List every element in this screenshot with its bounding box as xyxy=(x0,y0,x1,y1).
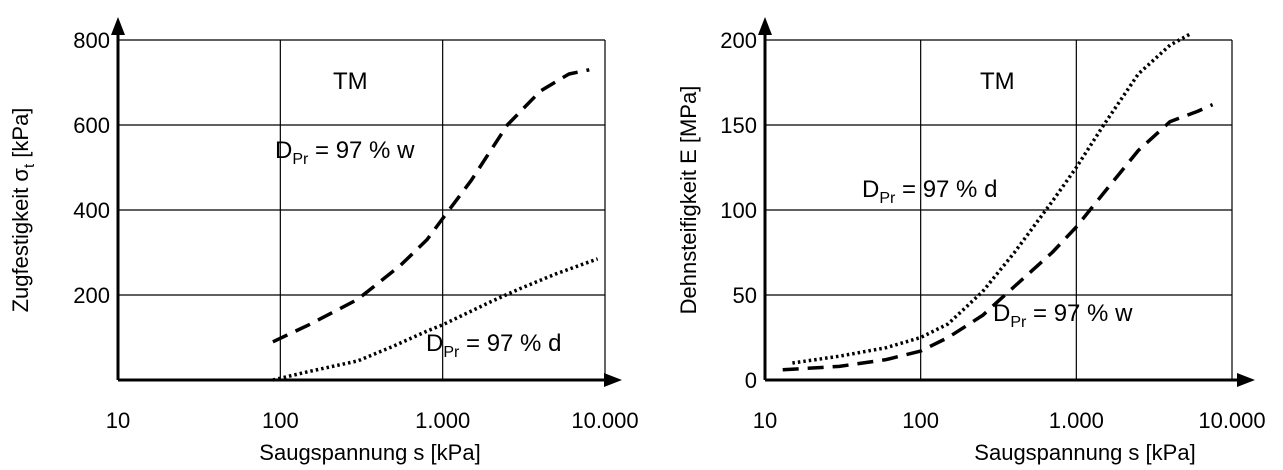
y-axis-label-main: Zugfestigkeit σ xyxy=(8,168,33,313)
annotation-wet-rest: = 97 % w xyxy=(1026,300,1133,327)
x-tick-label: 10 xyxy=(106,408,130,433)
grid xyxy=(118,39,606,380)
series-group xyxy=(272,68,599,382)
x-tick-label: 1.000 xyxy=(1049,408,1104,433)
annotation-dry-rest: = 97 % d xyxy=(459,330,561,357)
y-tick-labels: 200 400 600 800 xyxy=(73,28,110,308)
annotation-dry: DPr = 97 % d xyxy=(426,330,561,361)
series-line-dotted xyxy=(272,257,599,382)
chart-stiffness: 10 100 1.000 10.000 0 50 100 150 200 Saugspannu… xyxy=(676,17,1266,465)
y-axis-label-subscript: t xyxy=(21,163,38,168)
x-tick-label: 10.000 xyxy=(1198,408,1265,433)
y-tick-label: 0 xyxy=(745,368,757,393)
y-axis-arrow xyxy=(111,17,125,35)
annotation-wet-rest: = 97 % w xyxy=(308,137,415,164)
x-tick-label: 1.000 xyxy=(415,408,470,433)
annotation-wet-base: D xyxy=(993,300,1010,327)
x-tick-label: 100 xyxy=(262,408,299,433)
x-axis-arrow xyxy=(1237,373,1255,387)
y-tick-label: 400 xyxy=(73,198,110,223)
annotation-tm: TM xyxy=(980,68,1015,95)
annotation-dry-rest: = 97 % d xyxy=(895,176,997,203)
y-tick-labels: 0 50 100 150 200 xyxy=(720,28,757,393)
axes xyxy=(111,17,622,387)
x-tick-labels: 10 100 1.000 10.000 xyxy=(106,408,639,433)
x-tick-labels: 10 100 1.000 10.000 xyxy=(753,408,1266,433)
y-tick-label: 200 xyxy=(720,28,757,53)
x-tick-label: 10 xyxy=(753,408,777,433)
y-tick-label: 50 xyxy=(733,283,757,308)
annotation-tm: TM xyxy=(333,68,368,95)
annotation-dry: DPr = 97 % d xyxy=(862,176,997,207)
x-axis-label: Saugspannung s [kPa] xyxy=(974,440,1195,465)
chart-tensile-strength: 10 100 1.000 10.000 200 400 600 800 Saugspannu… xyxy=(8,17,639,465)
x-axis-label: Saugspannung s [kPa] xyxy=(259,440,480,465)
y-axis-arrow xyxy=(758,17,772,35)
annotation-wet: DPr = 97 % w xyxy=(275,137,415,168)
y-axis-label: Dehnsteifigkeit E [MPa] xyxy=(676,86,701,315)
y-tick-label: 200 xyxy=(73,283,110,308)
series-group xyxy=(782,31,1214,372)
annotation-wet-base: D xyxy=(275,137,292,164)
annotation-wet-subscript: Pr xyxy=(1010,314,1027,331)
annotation-wet-subscript: Pr xyxy=(292,151,309,168)
x-tick-label: 100 xyxy=(902,408,939,433)
y-axis-label-unit: [kPa] xyxy=(8,108,33,164)
series-line-dashed xyxy=(272,68,590,344)
y-tick-label: 150 xyxy=(720,113,757,138)
annotation-wet: DPr = 97 % w xyxy=(993,300,1133,331)
x-tick-label: 10.000 xyxy=(571,408,638,433)
y-tick-label: 600 xyxy=(73,113,110,138)
annotation-dry-subscript: Pr xyxy=(443,344,460,361)
annotation-dry-base: D xyxy=(426,330,443,357)
series-line-dotted xyxy=(792,31,1193,365)
y-tick-label: 100 xyxy=(720,198,757,223)
x-axis-arrow xyxy=(604,373,622,387)
annotation-dry-subscript: Pr xyxy=(879,190,896,207)
grid xyxy=(765,39,1233,380)
series-line-dashed xyxy=(782,103,1214,372)
axes xyxy=(758,17,1255,387)
annotation-dry-base: D xyxy=(862,176,879,203)
y-axis-label: Zugfestigkeit σt [kPa] xyxy=(8,108,38,313)
y-tick-label: 800 xyxy=(73,28,110,53)
